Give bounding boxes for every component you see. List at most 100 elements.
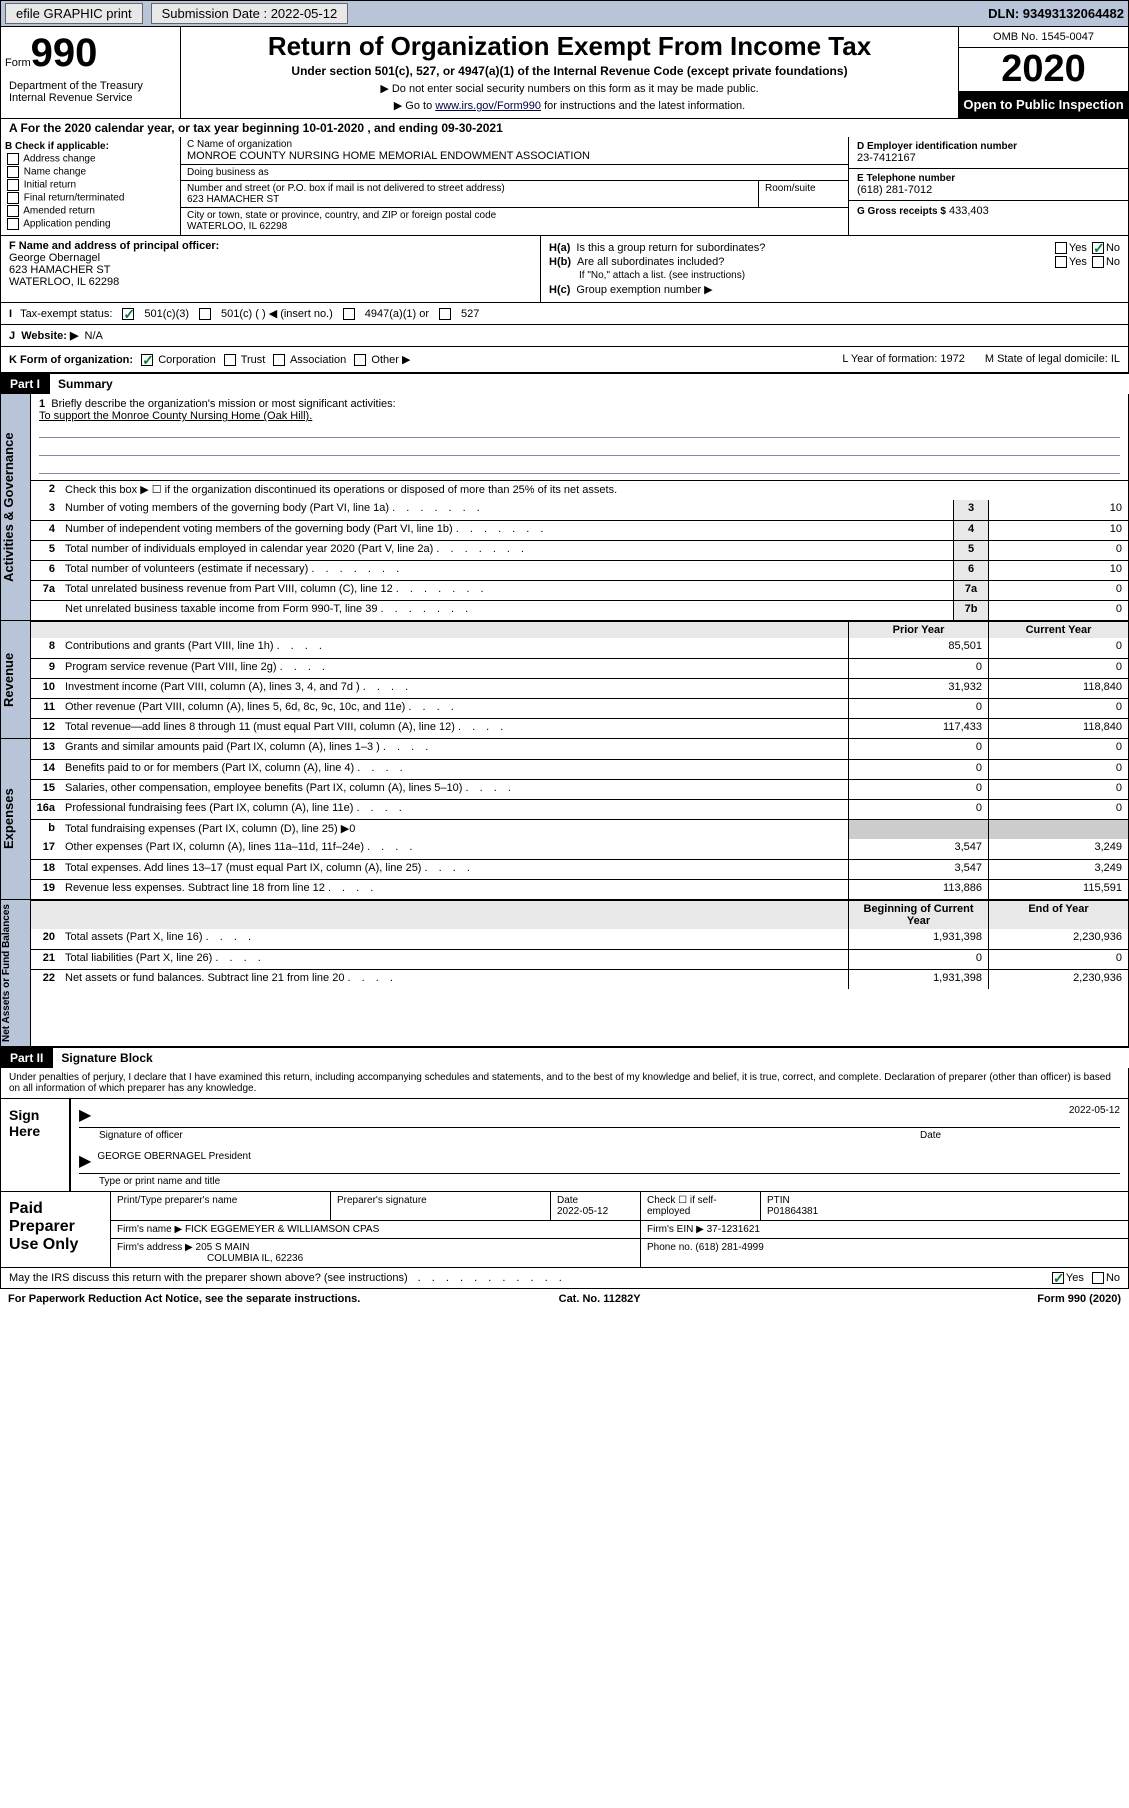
website-row: J Website: ▶ N/A — [0, 325, 1129, 347]
note-link: ▶ Go to www.irs.gov/Form990 for instruct… — [185, 99, 954, 112]
gross-label: G Gross receipts $ — [857, 206, 946, 217]
part2-header: Part II Signature Block — [0, 1047, 1129, 1068]
chk-527[interactable] — [439, 308, 451, 320]
discuss-yes[interactable] — [1052, 1272, 1064, 1284]
mission-box: 1 Briefly describe the organization's mi… — [31, 394, 1128, 480]
addr-label: Number and street (or P.O. box if mail i… — [187, 183, 752, 194]
form-title: Return of Organization Exempt From Incom… — [185, 31, 954, 62]
governance-section: Activities & Governance 1 Briefly descri… — [0, 394, 1129, 621]
part1-title: Summary — [50, 374, 121, 394]
table-row: Net unrelated business taxable income fr… — [31, 600, 1128, 620]
form-990: 990 — [31, 31, 98, 75]
opt-501c: 501(c) ( ) ◀ (insert no.) — [221, 307, 333, 320]
chk-assoc[interactable] — [273, 354, 285, 366]
firm-addr: 205 S MAIN — [196, 1242, 250, 1253]
sign-here-label: Sign Here — [1, 1099, 71, 1191]
netassets-section: Net Assets or Fund Balances Beginning of… — [0, 900, 1129, 1047]
form-label: Form — [5, 57, 31, 69]
officer-name: George Obernagel — [9, 252, 532, 264]
k-label: K Form of organization: — [9, 354, 133, 366]
phone-box: E Telephone number (618) 281-7012 — [849, 169, 1128, 201]
table-row: 19Revenue less expenses. Subtract line 1… — [31, 879, 1128, 899]
dln-label: DLN: 93493132064482 — [988, 6, 1124, 21]
paid-label: Paid Preparer Use Only — [1, 1192, 111, 1267]
efile-button[interactable]: efile GRAPHIC print — [5, 3, 143, 24]
table-row: 13Grants and similar amounts paid (Part … — [31, 739, 1128, 759]
prep-phone: (618) 281-4999 — [695, 1242, 763, 1253]
ein-value: 23-7412167 — [857, 152, 1120, 164]
tax-status-row: I Tax-exempt status: 501(c)(3) 501(c) ( … — [0, 303, 1129, 325]
firm-addr-label: Firm's address ▶ — [117, 1242, 193, 1253]
part2-label: Part II — [0, 1048, 53, 1068]
end-year-hdr: End of Year — [988, 901, 1128, 929]
print-name-label: Print/Type preparer's name — [111, 1192, 331, 1220]
table-row: 9Program service revenue (Part VIII, lin… — [31, 658, 1128, 678]
inspection-label: Open to Public Inspection — [959, 91, 1128, 118]
discuss-no[interactable] — [1092, 1272, 1104, 1284]
dept-label: Department of the Treasury Internal Reve… — [5, 76, 176, 108]
netassets-tab: Net Assets or Fund Balances — [1, 900, 31, 1046]
table-row: 21Total liabilities (Part X, line 26) . … — [31, 949, 1128, 969]
l-year: L Year of formation: 1972 — [842, 353, 965, 366]
officer-label: F Name and address of principal officer: — [9, 240, 532, 252]
note-pre: ▶ Go to — [394, 100, 435, 112]
ha-text: Is this a group return for subordinates? — [576, 242, 765, 254]
chk-other[interactable] — [354, 354, 366, 366]
omb-box: OMB No. 1545-0047 2020 Open to Public In… — [958, 27, 1128, 118]
chk-initial[interactable]: Initial return — [5, 179, 176, 191]
prior-year-hdr: Prior Year — [848, 622, 988, 638]
website-label: Website: ▶ — [21, 330, 78, 342]
firm-ein: 37-1231621 — [707, 1224, 760, 1235]
self-emp-label: Check ☐ if self-employed — [641, 1192, 761, 1220]
chk-amended[interactable]: Amended return — [5, 205, 176, 217]
org-column: C Name of organization MONROE COUNTY NUR… — [181, 137, 848, 235]
irs-link[interactable]: www.irs.gov/Form990 — [435, 100, 541, 112]
ptin-label: PTIN — [767, 1195, 790, 1206]
firm-ein-label: Firm's EIN ▶ — [647, 1224, 704, 1235]
paid-preparer-row: Paid Preparer Use Only Print/Type prepar… — [1, 1191, 1128, 1267]
table-row: 10Investment income (Part VIII, column (… — [31, 678, 1128, 698]
chk-final[interactable]: Final return/terminated — [5, 192, 176, 204]
submission-button[interactable]: Submission Date : 2022-05-12 — [151, 3, 349, 24]
chk-4947[interactable] — [343, 308, 355, 320]
table-row: 16aProfessional fundraising fees (Part I… — [31, 799, 1128, 819]
note-ssn: ▶ Do not enter social security numbers o… — [185, 82, 954, 95]
prep-date: 2022-05-12 — [557, 1206, 608, 1217]
chk-501c[interactable] — [199, 308, 211, 320]
phone-label: E Telephone number — [857, 173, 1120, 184]
gross-box: G Gross receipts $ 433,403 — [849, 201, 1128, 221]
chk-address[interactable]: Address change — [5, 153, 176, 165]
address-row: Number and street (or P.O. box if mail i… — [181, 181, 848, 208]
ein-label: D Employer identification number — [857, 141, 1120, 152]
expenses-section: Expenses 13Grants and similar amounts pa… — [0, 739, 1129, 900]
city-box: City or town, state or province, country… — [181, 208, 848, 234]
firm-name-label: Firm's name ▶ — [117, 1224, 182, 1235]
sig-officer-label: Signature of officer — [79, 1130, 920, 1141]
checkbox-column: B Check if applicable: Address change Na… — [1, 137, 181, 235]
table-row: 15Salaries, other compensation, employee… — [31, 779, 1128, 799]
chk-corp[interactable] — [141, 354, 153, 366]
table-row: 12Total revenue—add lines 8 through 11 (… — [31, 718, 1128, 738]
prep-date-label: Date — [557, 1195, 578, 1206]
city-value: WATERLOO, IL 62298 — [187, 221, 842, 232]
form-subtitle: Under section 501(c), 527, or 4947(a)(1)… — [185, 64, 954, 78]
hb-text: Are all subordinates included? — [577, 256, 724, 268]
chk-501c3[interactable] — [122, 308, 134, 320]
row-fgh: F Name and address of principal officer:… — [0, 236, 1129, 303]
mission-text: To support the Monroe County Nursing Hom… — [39, 410, 312, 422]
table-row: 5Total number of individuals employed in… — [31, 540, 1128, 560]
footer-left: For Paperwork Reduction Act Notice, see … — [8, 1293, 360, 1305]
revenue-tab: Revenue — [1, 621, 31, 738]
line-a: A For the 2020 calendar year, or tax yea… — [0, 119, 1129, 137]
footer: For Paperwork Reduction Act Notice, see … — [0, 1289, 1129, 1309]
hc-text: Group exemption number ▶ — [576, 283, 712, 296]
opt-other: Other ▶ — [371, 354, 410, 366]
right-column: D Employer identification number 23-7412… — [848, 137, 1128, 235]
chk-name[interactable]: Name change — [5, 166, 176, 178]
chk-trust[interactable] — [224, 354, 236, 366]
chk-pending[interactable]: Application pending — [5, 218, 176, 230]
governance-tab: Activities & Governance — [1, 394, 31, 620]
table-row: 8Contributions and grants (Part VIII, li… — [31, 638, 1128, 658]
form-number-box: Form990 Department of the Treasury Inter… — [1, 27, 181, 118]
firm-name: FICK EGGEMEYER & WILLIAMSON CPAS — [185, 1224, 379, 1235]
